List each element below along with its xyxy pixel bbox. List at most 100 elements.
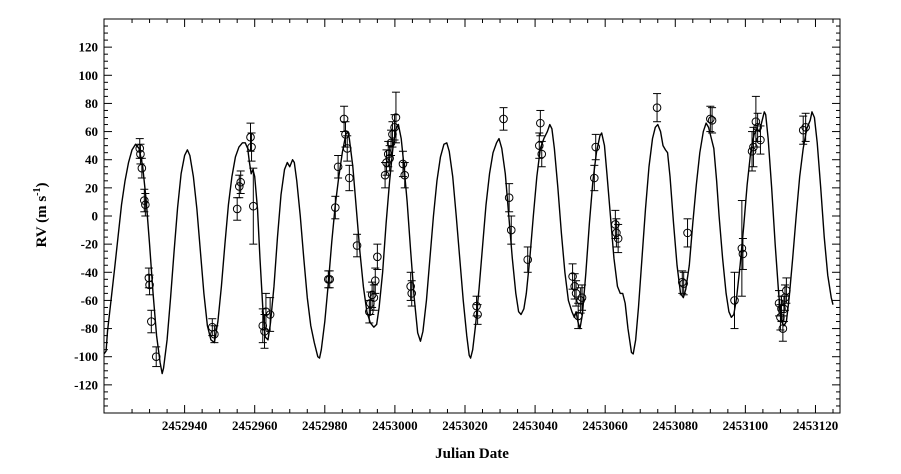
data-point-marker: [707, 116, 717, 125]
data-point-marker: [536, 118, 545, 128]
y-tick-label: -120: [74, 377, 98, 392]
y-tick-label: -40: [81, 265, 98, 280]
data-point: [753, 112, 762, 142]
data-point-marker: [352, 241, 362, 250]
data-point: [782, 277, 791, 304]
data-point: [568, 263, 577, 290]
y-tick-label: 60: [85, 124, 98, 139]
data-point: [398, 150, 408, 178]
data-point: [590, 164, 599, 192]
y-tick-label: 100: [79, 68, 99, 83]
x-tick-label: 2453120: [793, 418, 839, 433]
data-point-marker: [370, 276, 380, 286]
data-point: [145, 274, 154, 296]
data-point-marker: [339, 114, 349, 124]
data-point: [570, 273, 579, 300]
data-point: [247, 132, 256, 162]
data-point-marker: [751, 117, 761, 127]
data-point: [707, 107, 717, 134]
data-point: [571, 280, 581, 307]
data-point: [151, 346, 161, 368]
data-point: [778, 315, 788, 342]
data-point-marker: [571, 289, 581, 298]
data-point: [652, 93, 662, 123]
data-point: [612, 218, 621, 248]
data-point-marker: [265, 310, 275, 319]
data-point-marker: [325, 275, 335, 284]
data-point-marker: [613, 234, 623, 243]
data-point-marker: [782, 286, 791, 295]
data-point-marker: [523, 255, 533, 264]
data-point: [677, 270, 687, 294]
data-point: [400, 162, 410, 189]
data-point: [390, 114, 399, 141]
data-point: [407, 280, 417, 307]
data-point-marker: [333, 162, 343, 172]
data-point: [341, 121, 350, 148]
data-point: [236, 170, 245, 194]
data-point: [730, 271, 739, 330]
y-tick-label: -80: [81, 321, 98, 336]
data-point-marker: [737, 244, 747, 253]
data-point-marker: [706, 114, 715, 124]
data-point-marker: [473, 310, 482, 319]
data-points-layer: [135, 91, 810, 368]
y-tick-label: 120: [79, 40, 99, 55]
y-axis-title: RV (m s-1): [32, 182, 50, 247]
data-point: [370, 267, 380, 294]
data-point: [232, 197, 242, 221]
data-point: [683, 218, 692, 248]
data-point-marker: [151, 352, 161, 362]
data-point: [577, 284, 587, 311]
data-point: [147, 309, 156, 334]
data-point-marker: [537, 149, 547, 159]
data-point-marker: [779, 304, 789, 314]
data-point-marker: [137, 163, 147, 173]
data-point-marker: [577, 293, 587, 302]
data-point: [342, 135, 352, 162]
data-point-marker: [590, 173, 599, 183]
data-point: [473, 304, 482, 325]
x-tick-label: 2452960: [232, 418, 278, 433]
data-point-marker: [506, 225, 516, 235]
data-point-marker: [140, 196, 149, 205]
data-point-marker: [472, 301, 481, 311]
data-point-marker: [247, 142, 256, 152]
axis-ticks-layer: 2452940 2452960 2452980 2453000 2453020 24530…: [74, 19, 840, 433]
data-point: [265, 297, 275, 332]
y-tick-label: 20: [85, 180, 98, 195]
data-point-marker: [145, 280, 154, 290]
data-point-marker: [141, 200, 150, 210]
data-point-marker: [144, 273, 154, 283]
data-point: [801, 112, 810, 142]
model-curve: [103, 111, 834, 375]
data-point-marker: [504, 193, 514, 203]
data-point: [144, 267, 154, 289]
x-tick-label: 2453040: [512, 418, 558, 433]
data-point-marker: [391, 113, 401, 122]
data-point-marker: [499, 114, 508, 124]
data-point-marker: [345, 173, 354, 183]
x-tick-label: 2453020: [442, 418, 488, 433]
y-tick-label: 0: [92, 209, 99, 224]
data-point-marker: [612, 228, 621, 238]
data-point-marker: [390, 123, 399, 132]
data-point: [504, 183, 514, 213]
data-point-marker: [730, 296, 739, 305]
y-tick-label: -60: [81, 293, 98, 308]
data-point: [679, 271, 688, 296]
data-point-marker: [778, 324, 788, 333]
data-point: [523, 246, 533, 273]
data-point: [499, 107, 508, 131]
data-point-marker: [677, 277, 687, 287]
data-point: [756, 125, 765, 155]
model-curve-layer: [103, 111, 834, 375]
data-point-marker: [342, 144, 352, 153]
data-point: [537, 140, 547, 168]
data-point: [751, 95, 761, 148]
x-tick-label: 2453000: [372, 418, 418, 433]
data-point-marker: [331, 203, 340, 212]
data-point: [331, 195, 340, 220]
data-point: [325, 270, 335, 289]
